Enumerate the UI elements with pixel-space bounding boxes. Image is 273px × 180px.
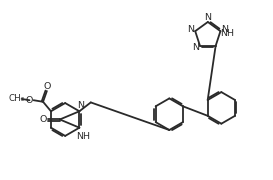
Text: NH: NH bbox=[76, 132, 90, 141]
Text: N: N bbox=[77, 101, 84, 110]
Text: NH: NH bbox=[220, 29, 235, 38]
Text: N: N bbox=[187, 25, 194, 34]
Text: N: N bbox=[192, 43, 199, 52]
Text: CH₃: CH₃ bbox=[8, 94, 25, 103]
Text: O: O bbox=[44, 82, 51, 91]
Text: O: O bbox=[26, 96, 33, 105]
Text: O: O bbox=[40, 115, 47, 124]
Text: N: N bbox=[221, 25, 228, 34]
Text: N: N bbox=[204, 13, 211, 22]
